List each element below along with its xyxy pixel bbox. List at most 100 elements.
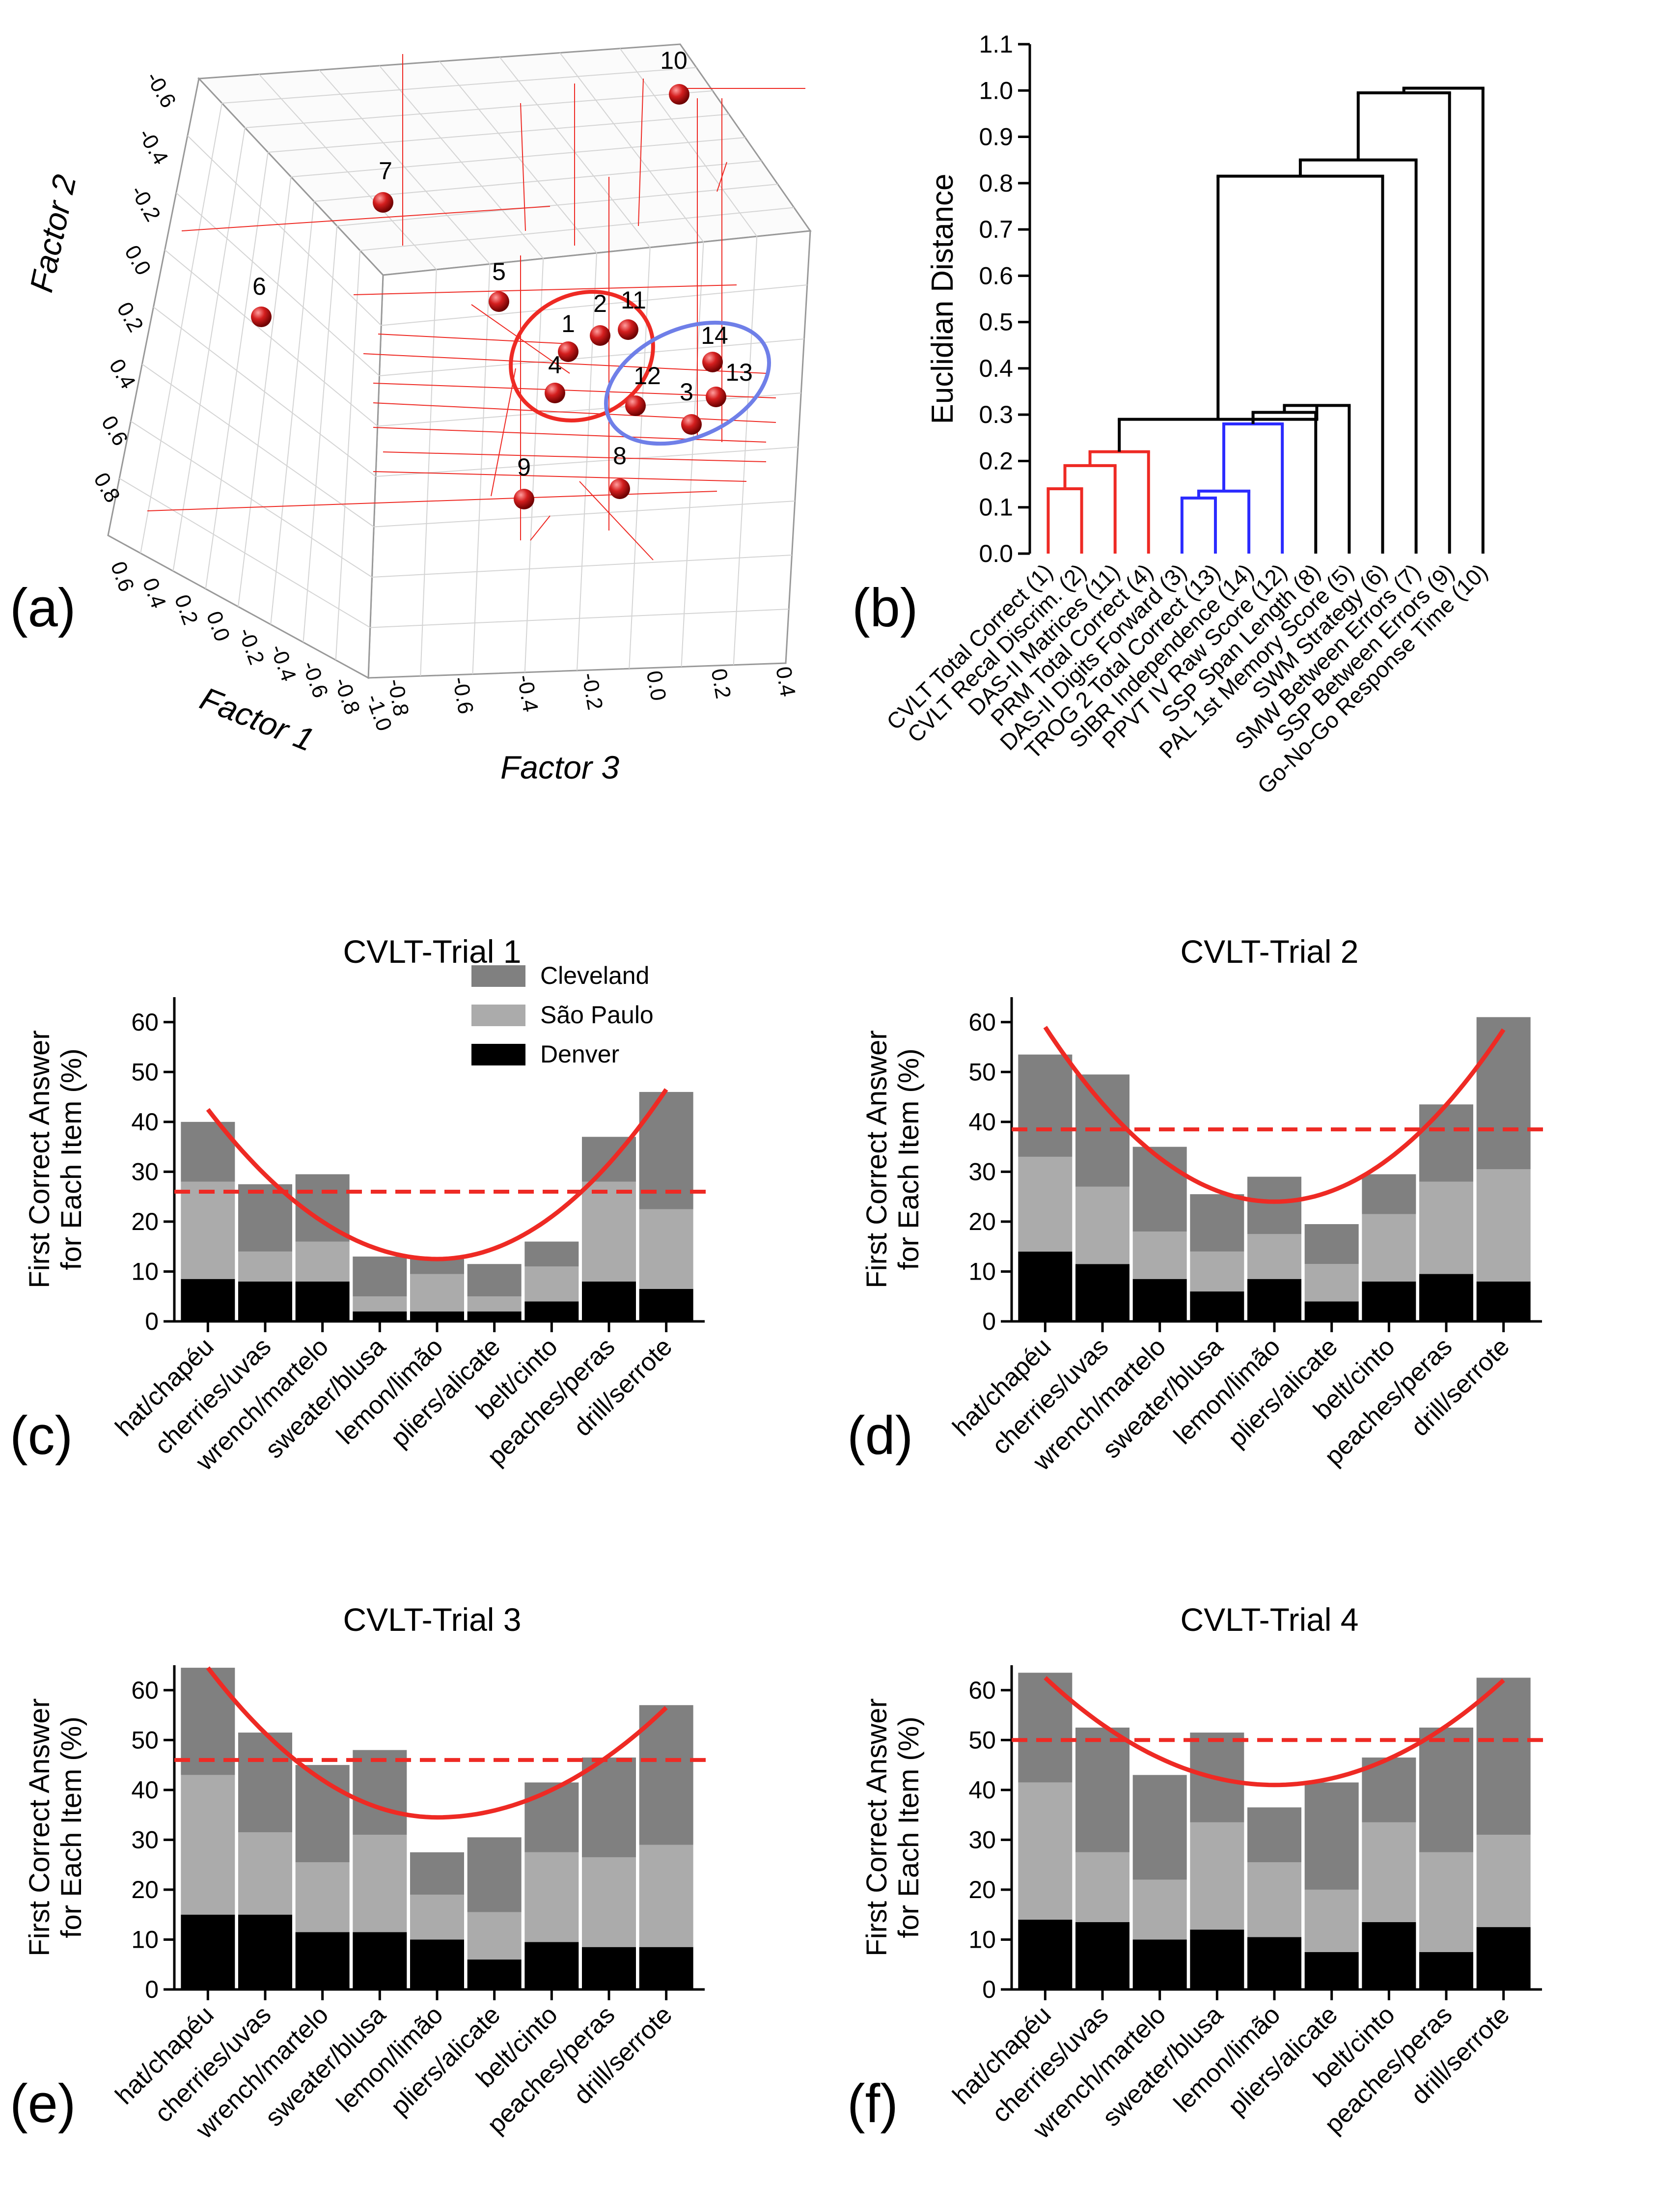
bar-segment-denver (582, 1947, 636, 1989)
factor3-tick-label: 0.0 (642, 669, 671, 703)
quadratic-fit-curve (206, 1666, 668, 1820)
factor2-tick-label: -0.4 (134, 124, 173, 168)
panel-f-bar-chart: CVLT-Trial 4 0 10 20 30 40 50 60 First Correct A… (847, 1601, 1547, 2145)
bar-segment-denver (1075, 1922, 1129, 1989)
y-tick-label: 30 (131, 1158, 159, 1185)
projection-line (378, 334, 570, 344)
bar-segment-denver (410, 1311, 464, 1321)
factor1-tick-label: -0.4 (266, 641, 301, 684)
bar-segment-sopaulo (1247, 1862, 1301, 1937)
legend-swatch (471, 1044, 525, 1065)
bar-segment-sopaulo (582, 1857, 636, 1947)
legend-label: São Paulo (540, 1001, 654, 1029)
bar-segment-cleveland (582, 1757, 636, 1857)
panel-d-bar-chart: CVLT-Trial 2 0 10 20 30 40 50 60 First Correct A… (847, 933, 1547, 1477)
bar-segment-sopaulo (1304, 1889, 1359, 1952)
factor2-axis-title: Factor 2 (23, 171, 83, 295)
grid-line (130, 420, 373, 578)
bar-segment-sopaulo (1362, 1214, 1416, 1282)
bar-segment-sopaulo (410, 1274, 464, 1312)
grid-line (141, 364, 374, 528)
bar-segment-cleveland (410, 1852, 464, 1895)
bar-segment-cleveland (410, 1259, 464, 1274)
bar-segment-denver (1018, 1251, 1073, 1321)
data-point-sphere (373, 192, 393, 213)
data-point-label: 7 (379, 157, 392, 185)
data-point-label: 8 (613, 442, 627, 470)
projection-line (181, 206, 551, 231)
bar-segment-cleveland (1476, 1678, 1531, 1835)
bar-segment-sopaulo (295, 1241, 350, 1282)
data-point-sphere (514, 489, 534, 509)
y-tick-label: 60 (968, 1008, 996, 1036)
bar-segment-denver (353, 1932, 407, 1989)
factor2-tick-label: 0.2 (112, 298, 148, 336)
factor2-tick-label: 0.4 (104, 355, 140, 393)
legend-label: Denver (540, 1040, 619, 1068)
y-tick-label: 0.0 (979, 540, 1013, 567)
y-tick-label: 50 (968, 1726, 996, 1754)
bar-segment-denver (1132, 1279, 1187, 1321)
factor3-tick-label: 0.2 (706, 667, 735, 700)
data-point-sphere (625, 395, 646, 416)
bar-segment-denver (1132, 1939, 1187, 1989)
bar-segment-sopaulo (410, 1895, 464, 1940)
bar-segment-cleveland (1018, 1673, 1073, 1783)
bar-segment-cleveland (1247, 1176, 1301, 1234)
y-tick-label: 0.9 (979, 123, 1013, 151)
factor1-tick-label: -0.6 (298, 658, 333, 701)
data-point-label: 3 (680, 378, 693, 406)
factor3-tick-label: 0.4 (771, 665, 800, 699)
bar-segment-denver (238, 1281, 292, 1321)
data-point-sphere (590, 325, 610, 346)
bar-segment-denver (1018, 1919, 1073, 1989)
bar-segment-denver (410, 1939, 464, 1989)
bar-segment-cleveland (1304, 1224, 1359, 1264)
y-axis-title-line1: First Correct Answer (861, 1030, 893, 1288)
data-point-sphere (558, 341, 578, 362)
grid-line (303, 225, 338, 643)
bar-segment-sopaulo (238, 1832, 292, 1915)
chart-title: CVLT-Trial 4 (1180, 1601, 1358, 1638)
chart-title: CVLT-Trial 2 (1180, 933, 1358, 970)
legend-swatch (471, 965, 525, 987)
bar-segment-cleveland (353, 1257, 407, 1297)
y-tick-label: 1.0 (979, 77, 1013, 104)
grid-line (337, 184, 778, 226)
grid-line (559, 52, 704, 243)
bar-segment-cleveland (1419, 1104, 1473, 1182)
factor1-tick-label: -0.8 (330, 674, 365, 718)
factor2-tick-label: -0.2 (126, 181, 165, 225)
bar-segment-denver (1476, 1927, 1531, 1989)
y-tick-label: 60 (131, 1008, 159, 1036)
panel-a-3d-scatter: -0.6-0.4-0.20.00.20.40.60.80.60.40.20.0-… (10, 43, 812, 785)
data-point-sphere (545, 383, 565, 403)
bar-segment-cleveland (1132, 1147, 1187, 1232)
y-tick-label: 0.1 (979, 494, 1013, 521)
bar-segment-denver (1304, 1952, 1359, 1989)
bar-segment-sopaulo (582, 1181, 636, 1282)
data-point-sphere (706, 387, 726, 407)
bar-segment-cleveland (1132, 1775, 1187, 1880)
bar-segment-denver (353, 1311, 407, 1321)
factor2-tick-label: 0.0 (120, 241, 156, 279)
data-point-label: 11 (621, 286, 646, 314)
y-tick-label: 0.2 (979, 447, 1013, 475)
factor1-tick-label: 0.0 (202, 608, 235, 644)
grid-line (372, 555, 792, 578)
y-tick-label: 0.4 (979, 355, 1013, 382)
grid-line (374, 501, 795, 528)
grid-line (119, 477, 371, 628)
bar-segment-sopaulo (1075, 1852, 1129, 1922)
projection-line (373, 402, 776, 423)
bar-segment-sopaulo (639, 1209, 693, 1289)
y-tick-label: 0.6 (979, 262, 1013, 289)
bar-segment-sopaulo (295, 1862, 350, 1932)
bar-segment-denver (1419, 1274, 1473, 1321)
bar-segment-sopaulo (181, 1775, 235, 1915)
data-point-sphere (681, 414, 702, 435)
quadratic-fit-curve (1044, 1676, 1505, 1788)
bar-segment-denver (1247, 1937, 1301, 1989)
y-axis-title: Euclidian Distance (926, 173, 960, 424)
y-tick-label: 0 (982, 1308, 996, 1335)
